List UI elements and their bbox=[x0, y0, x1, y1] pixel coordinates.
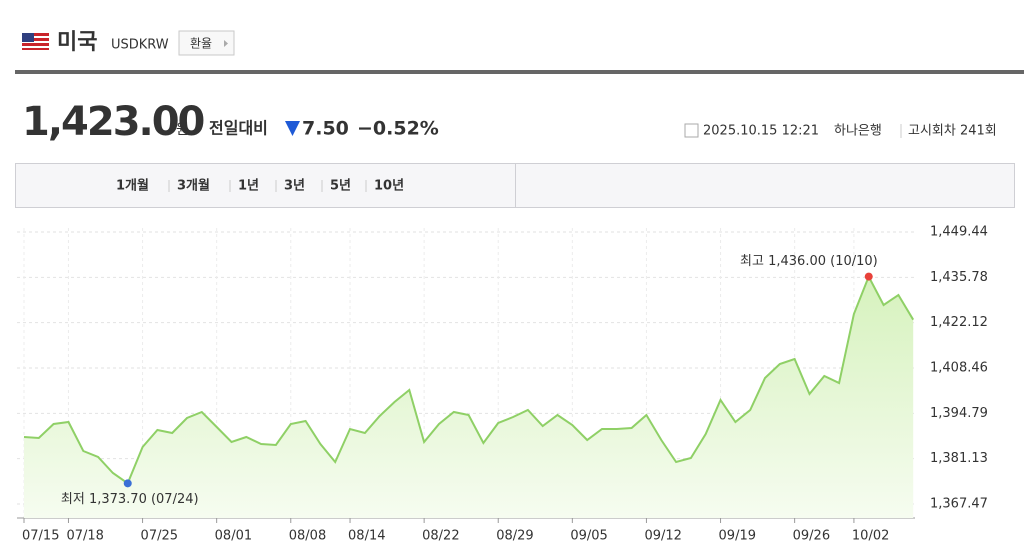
x-tick-label: 07/25 bbox=[141, 529, 178, 544]
y-tick-label: 1,422.12 bbox=[930, 315, 988, 330]
high-label: 최고 1,436.00 (10/10) bbox=[740, 254, 878, 269]
x-tick-label: 08/01 bbox=[215, 529, 252, 544]
code: USDKRW bbox=[111, 38, 169, 53]
x-tick-label: 08/29 bbox=[496, 529, 533, 544]
clock-icon bbox=[684, 123, 699, 138]
change-pct: −0.52% bbox=[357, 118, 439, 140]
change: 7.50 bbox=[302, 118, 349, 140]
change-label: 전일대비 bbox=[209, 119, 268, 138]
x-tick-label: 09/26 bbox=[793, 529, 830, 544]
y-tick-label: 1,394.79 bbox=[930, 406, 988, 421]
flag bbox=[22, 33, 49, 50]
low-marker bbox=[123, 479, 132, 488]
x-tick-label: 08/08 bbox=[289, 529, 326, 544]
x-tick-label: 07/15 bbox=[22, 529, 59, 544]
x-tick-label: 08/22 bbox=[422, 529, 459, 544]
bank: 하나은행 bbox=[834, 123, 882, 139]
y-tick-label: 1,367.47 bbox=[930, 496, 988, 511]
x-tick-label: 09/19 bbox=[719, 529, 756, 544]
x-tick-label: 10/02 bbox=[852, 529, 889, 544]
tab[interactable]: 1년 bbox=[238, 179, 259, 194]
x-tick-label: 09/05 bbox=[570, 529, 607, 544]
price: 1,423.00 bbox=[22, 99, 204, 145]
country: 미국 bbox=[57, 30, 97, 55]
tab[interactable]: 5년 bbox=[330, 179, 351, 194]
y-tick-label: 1,408.46 bbox=[930, 360, 988, 375]
tab[interactable]: 3년 bbox=[284, 179, 305, 194]
button-arrow bbox=[224, 40, 228, 47]
x-tick-label: 07/18 bbox=[66, 529, 103, 544]
x-tick-label: 08/14 bbox=[348, 529, 385, 544]
price-unit: 원 bbox=[176, 122, 189, 138]
down-arrow bbox=[285, 121, 300, 136]
high-marker bbox=[864, 272, 873, 281]
tab[interactable]: 1개월 bbox=[116, 178, 149, 194]
y-tick-label: 1,435.78 bbox=[930, 270, 988, 285]
low-label: 최저 1,373.70 (07/24) bbox=[61, 492, 199, 507]
round: 고시회차 241회 bbox=[908, 124, 997, 139]
tab[interactable]: 3개월 bbox=[177, 178, 210, 194]
line bbox=[23, 274, 915, 485]
datetime: 2025.10.15 12:21 bbox=[703, 124, 819, 139]
divider bbox=[15, 70, 1024, 74]
tab[interactable]: 10년 bbox=[374, 179, 404, 194]
button-label[interactable]: 환율 bbox=[190, 37, 212, 51]
y-tick-label: 1,381.13 bbox=[930, 451, 988, 466]
x-tick-label: 09/12 bbox=[644, 529, 681, 544]
area bbox=[24, 276, 914, 518]
y-tick-label: 1,449.44 bbox=[930, 225, 988, 240]
